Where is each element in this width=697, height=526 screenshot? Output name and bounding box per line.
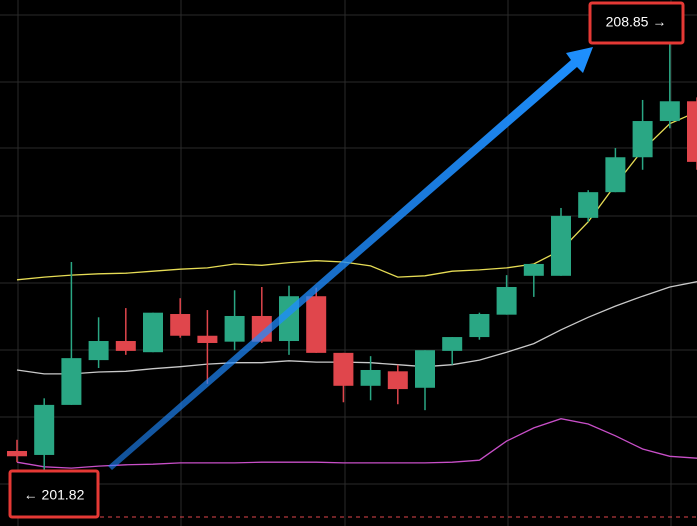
candle-body	[605, 157, 626, 193]
high-label: 208.85 →	[606, 14, 667, 30]
candle-body	[360, 369, 381, 386]
low-label-box	[8, 469, 100, 519]
candle-body	[469, 314, 490, 338]
candle-body	[197, 335, 218, 343]
candle-body	[115, 341, 136, 351]
candle-body	[415, 350, 435, 388]
candle-body	[632, 121, 653, 158]
candle-body	[687, 101, 697, 162]
trend-arrow	[108, 47, 593, 470]
indicator-line	[16, 418, 697, 469]
candle-body	[224, 315, 245, 342]
candle-body	[523, 263, 544, 276]
candle-body	[170, 314, 191, 336]
candle-body	[61, 358, 82, 405]
low-label: ← 201.82	[24, 487, 85, 503]
indicator-line	[16, 111, 697, 281]
high-label-box	[588, 1, 685, 45]
candle-body	[659, 101, 680, 122]
candle-body	[88, 341, 109, 361]
candle-body	[7, 450, 27, 457]
candle-body	[333, 352, 354, 386]
overlays	[16, 111, 697, 469]
candle-body	[143, 312, 163, 353]
candle-body	[306, 296, 327, 353]
candle-body	[442, 337, 463, 351]
candle-body	[496, 287, 517, 315]
candle-body	[578, 192, 599, 218]
candle-body	[551, 215, 571, 276]
indicator-line	[16, 281, 697, 375]
candle-body	[387, 371, 408, 390]
candles	[7, 15, 697, 478]
candle-body	[34, 404, 55, 455]
